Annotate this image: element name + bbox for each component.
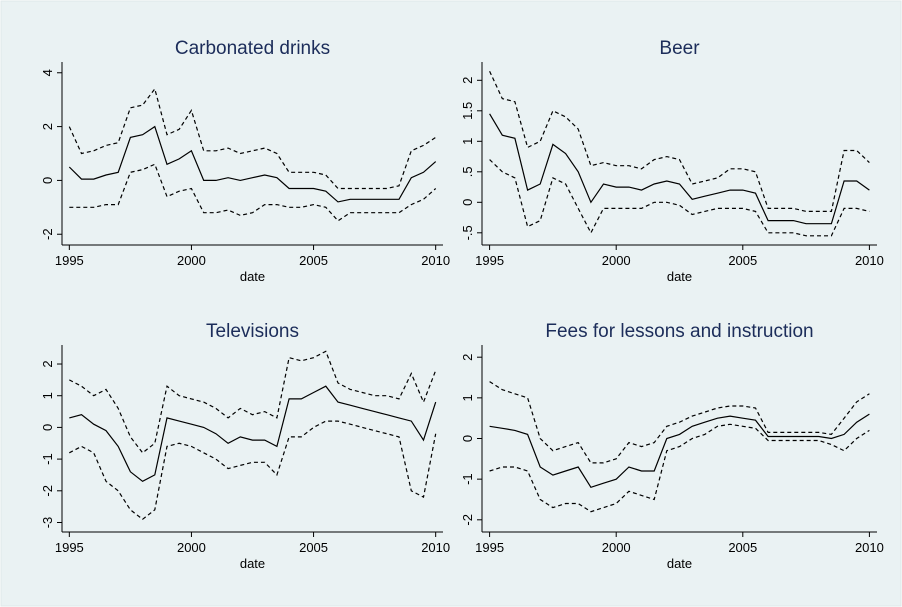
y-tick-label: -1 [40, 453, 55, 465]
y-tick-label: 2 [460, 354, 475, 361]
y-tick-label: 2 [40, 360, 55, 367]
series-line [489, 381, 870, 464]
chart-title: Beer [659, 38, 700, 59]
y-tick-label: 0 [40, 177, 55, 184]
y-tick-label: -1 [460, 473, 475, 485]
x-tick-label: 2010 [421, 253, 450, 268]
y-tick-label: .5 [460, 166, 475, 177]
series-line [489, 70, 870, 212]
series-line [68, 125, 437, 203]
series-line [69, 163, 437, 222]
x-tick-label: 2000 [602, 253, 631, 268]
x-axis-label: date [667, 556, 692, 571]
y-tick-label: -2 [40, 485, 55, 497]
series-line [489, 413, 870, 489]
x-tick-label: 2000 [602, 540, 631, 555]
y-tick-label: -2 [40, 228, 55, 240]
series-line [489, 159, 870, 237]
y-tick-label: 0 [460, 199, 475, 206]
y-tick-label: 2 [40, 123, 55, 130]
y-tick-label: 1.5 [460, 102, 475, 120]
chart-title: Fees for lessons and instruction [545, 321, 813, 342]
x-tick-label: 1995 [55, 253, 84, 268]
x-tick-label: 2000 [177, 540, 206, 555]
x-tick-label: 2005 [728, 253, 757, 268]
series-line [69, 350, 437, 454]
x-tick-label: 1995 [475, 253, 504, 268]
y-tick-label: -2 [460, 514, 475, 526]
series-line [489, 113, 870, 225]
x-tick-label: 2010 [421, 540, 450, 555]
x-tick-label: 2010 [855, 540, 884, 555]
y-tick-label: -.5 [460, 225, 475, 240]
chart-title: Televisions [206, 321, 299, 342]
x-tick-label: 2000 [177, 253, 206, 268]
y-tick-label: -3 [40, 517, 55, 529]
x-tick-label: 1995 [55, 540, 84, 555]
x-axis-label: date [667, 269, 692, 284]
x-axis-label: date [240, 269, 265, 284]
chart-title: Carbonated drinks [175, 38, 330, 59]
y-tick-label: 4 [40, 69, 55, 76]
x-tick-label: 1995 [475, 540, 504, 555]
y-tick-label: 1 [40, 392, 55, 399]
x-tick-label: 2005 [299, 540, 328, 555]
series-line [69, 385, 437, 483]
series-line [489, 423, 870, 513]
y-tick-label: 0 [40, 424, 55, 431]
x-tick-label: 2005 [299, 253, 328, 268]
y-tick-label: 1 [460, 394, 475, 401]
y-tick-label: 0 [460, 435, 475, 442]
x-tick-label: 2005 [728, 540, 757, 555]
y-tick-label: 1 [460, 138, 475, 145]
y-tick-label: 2 [460, 77, 475, 84]
x-tick-label: 2010 [855, 253, 884, 268]
x-axis-label: date [240, 556, 265, 571]
